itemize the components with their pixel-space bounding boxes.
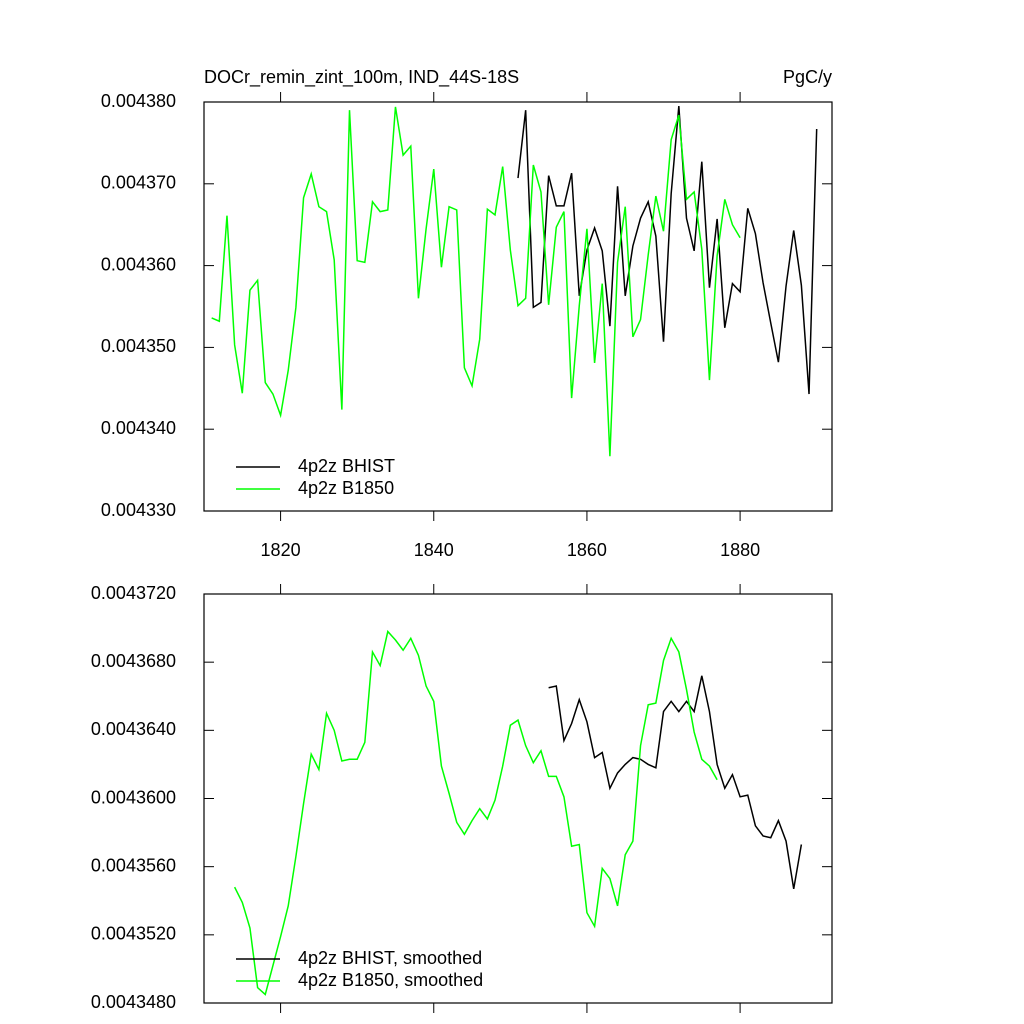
y-tick-label: 0.0043680 (91, 651, 176, 671)
x-tick-label: 1860 (567, 540, 607, 560)
y-tick-label: 0.0043600 (91, 787, 176, 807)
data-line (517, 106, 818, 395)
legend-label: 4p2z B1850, smoothed (298, 970, 483, 990)
y-tick-label: 0.0043720 (91, 583, 176, 603)
data-line (548, 675, 803, 889)
y-tick-label: 0.0043480 (91, 992, 176, 1012)
data-line (233, 629, 718, 996)
plot-frame (203, 101, 833, 512)
y-tick-label: 0.004370 (101, 173, 176, 193)
y-tick-label: 0.004350 (101, 336, 176, 356)
legend-label: 4p2z BHIST (298, 456, 395, 476)
y-tick-label: 0.0043640 (91, 719, 176, 739)
y-tick-label: 0.004340 (101, 418, 176, 438)
chart-title: DOCr_remin_zint_100m, IND_44S-18S (204, 67, 519, 88)
legend-label: 4p2z BHIST, smoothed (298, 948, 482, 968)
x-tick-label: 1880 (720, 540, 760, 560)
y-tick-label: 0.0043560 (91, 855, 176, 875)
data-line (211, 106, 741, 457)
plot-frame (203, 593, 833, 1004)
x-tick-label: 1820 (261, 540, 301, 560)
y-tick-label: 0.004360 (101, 254, 176, 274)
y-tick-label: 0.004330 (101, 500, 176, 520)
y-tick-label: 0.004380 (101, 91, 176, 111)
legend-label: 4p2z B1850 (298, 478, 394, 498)
y-tick-label: 0.0043520 (91, 924, 176, 944)
units-label: PgC/y (783, 67, 832, 87)
x-tick-label: 1840 (414, 540, 454, 560)
